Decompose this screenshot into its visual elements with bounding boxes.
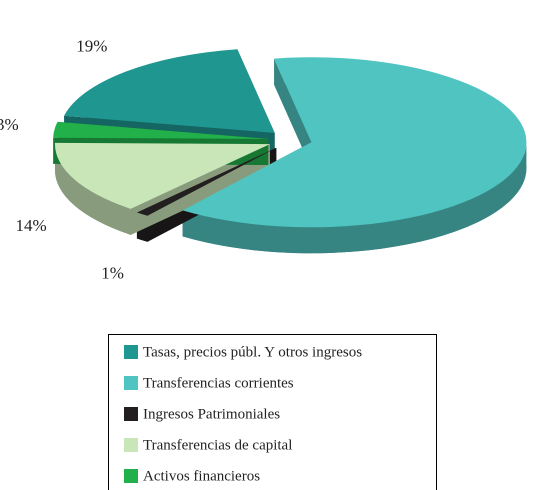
legend-swatch <box>124 469 138 483</box>
data-label: 14% <box>16 216 47 235</box>
legend-label: Ingresos Patrimoniales <box>143 406 280 422</box>
slice <box>136 147 277 216</box>
legend-swatch <box>124 376 138 390</box>
legend-label: Activos financieros <box>143 468 260 484</box>
slice-wall <box>274 58 312 169</box>
data-label: 1% <box>101 264 124 283</box>
legend-label: Tasas, precios públ. Y otros ingresos <box>143 344 362 360</box>
slice <box>53 121 269 139</box>
legend-label: Transferencias de capital <box>143 437 292 453</box>
slice-side <box>54 144 131 235</box>
data-label: 3% <box>0 115 19 134</box>
legend-box <box>108 334 437 490</box>
slice <box>182 57 527 228</box>
slice <box>54 142 270 209</box>
legend-swatch <box>124 407 138 421</box>
slice-side <box>182 142 527 254</box>
legend-swatch <box>124 345 138 359</box>
data-label: 19% <box>76 36 107 55</box>
legend-label: Transferencias corrientes <box>143 375 294 391</box>
legend-swatch <box>124 438 138 452</box>
slice <box>64 49 275 133</box>
